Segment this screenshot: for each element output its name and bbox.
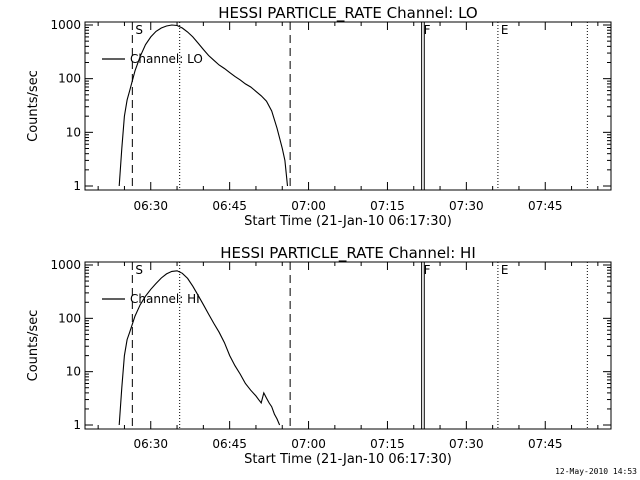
x-axis-label: Start Time (21-Jan-10 06:17:30) bbox=[244, 452, 452, 467]
x-axis-label: Start Time (21-Jan-10 06:17:30) bbox=[244, 214, 452, 229]
x-tick-label: 07:30 bbox=[449, 437, 484, 451]
y-axis-label: Counts/sec bbox=[26, 310, 41, 382]
series-line bbox=[118, 24, 289, 187]
x-tick-label: 06:30 bbox=[133, 199, 168, 213]
y-tick-label: 100 bbox=[58, 72, 81, 86]
event-marker-label-s: S bbox=[135, 23, 143, 37]
plot-frame bbox=[84, 21, 612, 191]
x-tick-label: 07:30 bbox=[449, 199, 484, 213]
legend-label: Channel: LO bbox=[130, 52, 203, 66]
x-tick-label: 07:15 bbox=[370, 437, 405, 451]
y-axis-label: Counts/sec bbox=[26, 70, 41, 142]
chart-title: HESSI PARTICLE_RATE Channel: LO bbox=[218, 4, 477, 23]
plot-frame bbox=[84, 261, 612, 430]
chart-title: HESSI PARTICLE_RATE Channel: HI bbox=[220, 244, 476, 263]
event-marker-label-s: S bbox=[135, 263, 143, 277]
event-marker-label-e: E bbox=[501, 23, 509, 37]
plot-timestamp: 12-May-2010 14:53 bbox=[555, 467, 637, 476]
y-tick-label: 10 bbox=[66, 125, 81, 139]
event-marker-label-f: F bbox=[424, 263, 431, 277]
y-tick-label: 100 bbox=[58, 311, 81, 325]
y-tick-label: 10 bbox=[66, 365, 81, 379]
x-tick-label: 06:45 bbox=[212, 437, 247, 451]
x-tick-label: 06:30 bbox=[133, 437, 168, 451]
x-tick-label: 07:00 bbox=[291, 199, 326, 213]
x-tick-label: 07:45 bbox=[528, 437, 563, 451]
chart-panel-2: HESSI PARTICLE_RATE Channel: HI Counts/se… bbox=[26, 244, 612, 467]
y-tick-label: 1 bbox=[73, 418, 81, 432]
legend-label: Channel: HI bbox=[130, 292, 200, 306]
y-tick-label: 1000 bbox=[50, 258, 81, 272]
y-tick-label: 1 bbox=[73, 179, 81, 193]
series-line bbox=[118, 270, 281, 426]
x-tick-label: 07:15 bbox=[370, 199, 405, 213]
event-marker-label-e: E bbox=[501, 263, 509, 277]
y-tick-label: 1000 bbox=[50, 18, 81, 32]
x-tick-label: 07:45 bbox=[528, 199, 563, 213]
x-tick-label: 07:00 bbox=[291, 437, 326, 451]
x-tick-label: 06:45 bbox=[212, 199, 247, 213]
chart-panel-1: HESSI PARTICLE_RATE Channel: LO Counts/se… bbox=[26, 4, 612, 229]
event-marker-label-f: F bbox=[424, 23, 431, 37]
